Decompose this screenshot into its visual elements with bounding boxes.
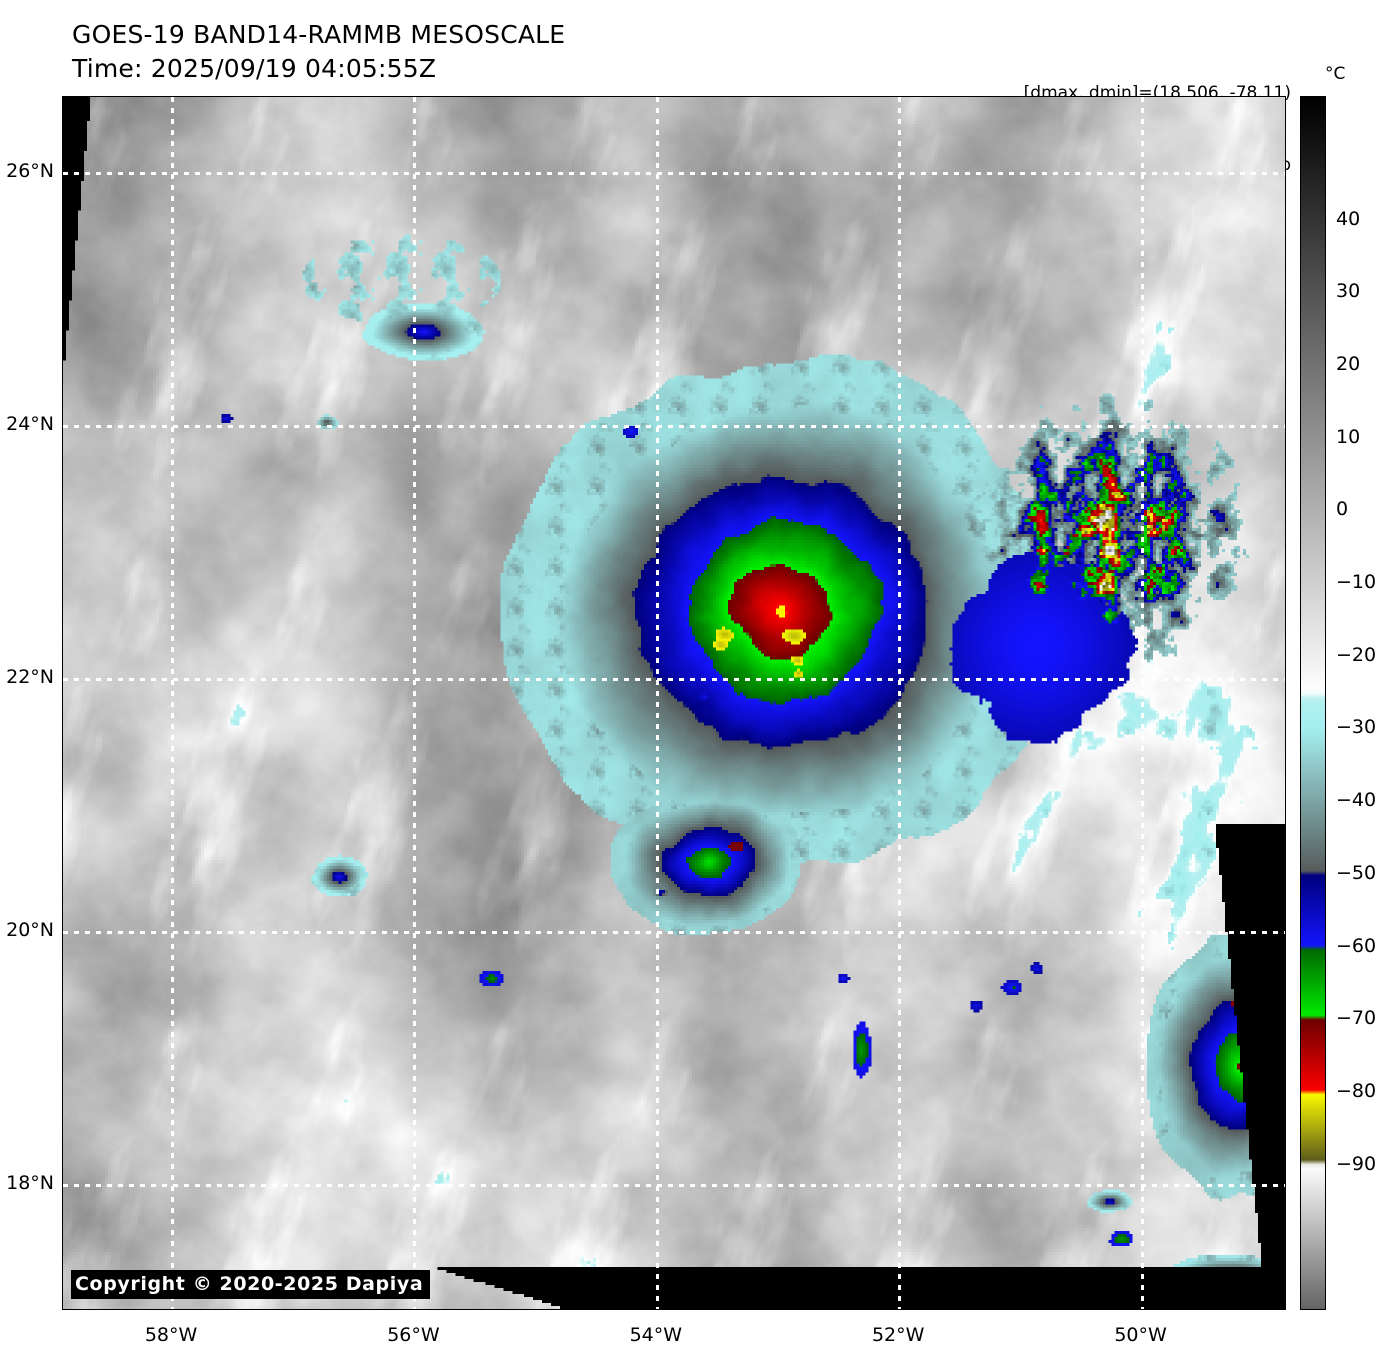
colorbar-tick-label: −40: [1336, 789, 1377, 812]
colorbar-tick-label: −90: [1336, 1152, 1377, 1175]
y-axis-tick-label: 22°N: [6, 665, 54, 688]
colorbar-tick-label: −10: [1336, 571, 1377, 594]
y-axis-tick-label: 18°N: [6, 1171, 54, 1194]
copyright-notice: Copyright © 2020-2025 Dapiya: [71, 1270, 431, 1299]
page-title: GOES-19 BAND14-RAMMB MESOSCALE: [72, 20, 566, 49]
colorbar-tick-label: −70: [1336, 1007, 1377, 1030]
ir-brightness-temperature-raster: [63, 97, 1285, 1309]
colorbar-tick-label: −30: [1336, 716, 1377, 739]
x-axis-tick-label: 54°W: [629, 1324, 683, 1346]
x-axis-tick-label: 52°W: [871, 1324, 925, 1346]
satellite-imagery: [63, 97, 1285, 1309]
colorbar-unit-label: °C: [1325, 64, 1346, 84]
x-axis-tick-label: 56°W: [387, 1324, 440, 1346]
colorbar-tick-label: 30: [1336, 280, 1361, 303]
x-axis-tick-label: 50°W: [1114, 1324, 1167, 1346]
header-left: GOES-19 BAND14-RAMMB MESOSCALE Time: 202…: [72, 18, 565, 86]
colorbar-tick-label: −80: [1336, 1079, 1377, 1102]
colorbar-tick-label: −60: [1336, 934, 1377, 957]
colorbar-tick-label: 0: [1336, 498, 1349, 521]
temperature-colorbar: [1300, 96, 1326, 1310]
y-axis-tick-label: 24°N: [6, 412, 54, 435]
colorbar-gradient: [1301, 97, 1325, 1309]
colorbar-tick-label: 20: [1336, 352, 1361, 375]
y-axis-tick-label: 20°N: [6, 918, 54, 941]
colorbar-tick-label: −50: [1336, 861, 1377, 884]
colorbar-tick-label: 40: [1336, 207, 1361, 230]
satellite-plot-area: Copyright © 2020-2025 Dapiya: [62, 96, 1286, 1310]
y-axis-tick-label: 26°N: [6, 159, 54, 182]
colorbar-tick-label: 10: [1336, 425, 1361, 448]
timestamp: Time: 2025/09/19 04:05:55Z: [72, 54, 437, 83]
x-axis-tick-label: 58°W: [144, 1324, 198, 1346]
colorbar-tick-label: −20: [1336, 643, 1377, 666]
